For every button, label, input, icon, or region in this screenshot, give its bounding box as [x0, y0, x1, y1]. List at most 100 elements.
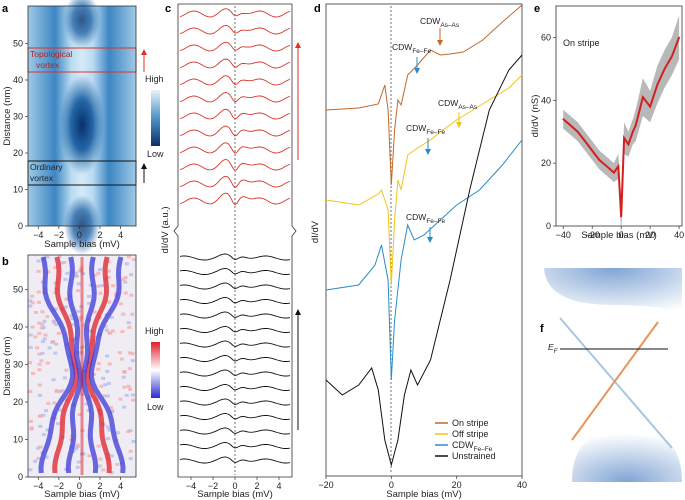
ordinary-trace: [179, 355, 291, 362]
panel-b-speckle: [110, 410, 115, 414]
panel-c-x-tick-label: −2: [208, 481, 218, 491]
panel-b-speckle: [33, 310, 38, 314]
panel-d-x-tick-label: 0: [389, 480, 394, 490]
legend-label: On stripe: [452, 418, 489, 428]
topological-trace: [179, 8, 291, 18]
panel-b-speckle: [95, 284, 100, 288]
panel-b-speckle: [56, 422, 61, 426]
panel-b-cbar-high: High: [145, 326, 164, 336]
topological-trace: [179, 108, 291, 120]
panel-b-speckle: [28, 299, 33, 303]
panel-b-speckle: [106, 425, 111, 429]
panel-e-point: [671, 55, 673, 58]
panel-b-speckle: [37, 362, 42, 366]
ordinary-trace: [179, 369, 291, 377]
panel-b-y-tick-label: 50: [13, 285, 23, 295]
panel-b-speckle: [87, 301, 92, 305]
panel-a-ord-label-1: Ordinary: [30, 162, 63, 172]
topological-trace: [179, 125, 291, 137]
panel-b-speckle: [45, 315, 50, 319]
panel-b-speckle: [41, 325, 46, 329]
panel-b-y-tick-label: 30: [13, 360, 23, 370]
panel-b-speckle: [63, 277, 68, 281]
cdw-asas-2-main: CDW: [438, 98, 458, 108]
panel-b-band: [88, 256, 126, 474]
panel-d-label: d: [314, 3, 321, 15]
panel-b-speckle: [129, 273, 134, 277]
panel-b-speckle: [70, 323, 75, 327]
cdw-fefe-3-main: CDW: [406, 212, 426, 222]
panel-e-x-tick-label: 40: [674, 230, 684, 240]
panel-e-frame: [555, 5, 683, 227]
panel-d-frame: [325, 3, 523, 477]
panel-b-speckle: [123, 291, 128, 295]
panel-b-speckle: [126, 429, 131, 433]
panel-e-point: [605, 165, 608, 168]
panel-b-speckle: [28, 361, 33, 365]
panel-b-speckle: [107, 331, 112, 335]
panel-b-speckle: [96, 362, 101, 366]
panel-b-speckle: [98, 457, 103, 461]
panel-e-mean-line: [562, 37, 681, 217]
panel-b-speckle: [39, 359, 44, 363]
panel-b-speckle: [86, 408, 91, 412]
panel-c-frame: [173, 3, 297, 478]
panel-d-x-tick-label: −20: [318, 480, 333, 490]
panel-b-cbar-low: Low: [147, 402, 164, 412]
panel-b-x-tick-label: −4: [33, 481, 43, 491]
panel-f: f EF: [540, 268, 682, 482]
panel-b-speckle: [29, 427, 34, 431]
topological-trace: [179, 24, 291, 35]
panel-b-speckle: [78, 269, 83, 273]
panel-b-speckle: [30, 325, 35, 329]
panel-b-speckle: [36, 269, 41, 273]
panel-b-speckle: [131, 258, 136, 262]
panel-b-xticks: −4 −2 0 2 4: [33, 477, 123, 491]
panel-b-speckle: [103, 383, 108, 387]
panel-a-y-tick-label: 40: [13, 75, 23, 85]
panel-a-vortex-core: [60, 75, 104, 175]
panel-b-speckle: [36, 290, 41, 294]
panel-b-speckle: [131, 398, 136, 402]
panel-f-band-orange: [571, 321, 659, 441]
panel-b-speckle: [45, 255, 50, 259]
cdw-asas-1: CDWAs–As: [420, 16, 460, 29]
panel-d: d CDWAs–As CDWFe–Fe CDWAs–As CDWFe–Fe CD…: [310, 3, 527, 500]
panel-e-x-tick-label: −20: [585, 230, 600, 240]
panel-e-y-tick-label: 40: [541, 95, 551, 105]
panel-b-speckle: [42, 319, 47, 323]
panel-e-point: [634, 124, 637, 127]
panel-b-speckle: [28, 333, 33, 337]
panel-a-ord-arrowhead: [141, 163, 147, 169]
legend-label: Unstrained: [452, 451, 496, 461]
panel-b-band: [52, 256, 80, 474]
panel-b-speckle: [36, 300, 41, 304]
panel-c-xticks: −4 −2 0 2 4: [186, 477, 282, 491]
panel-a-y-tick-label: 50: [13, 39, 23, 49]
panel-b-speckle: [121, 277, 126, 281]
panel-b-speckle: [124, 262, 129, 266]
panel-e: e On stripe −40 −20 0 20 40 0 20 40 60 Sample b…: [530, 3, 684, 241]
ordinary-trace: [179, 398, 291, 406]
panel-b-speckle: [121, 375, 126, 379]
panel-b-speckle: [110, 329, 115, 333]
panel-b-speckle: [122, 370, 127, 374]
panel-b-speckle: [88, 394, 93, 398]
panel-b-speckle: [96, 367, 101, 371]
panel-b-speckle: [128, 429, 133, 433]
panel-b-y-tick-label: 40: [13, 322, 23, 332]
panel-b-speckle: [119, 357, 124, 361]
panel-b-speckle: [106, 437, 111, 441]
cdw-asas-1-sub: As–As: [440, 22, 460, 29]
panel-b-speckle: [35, 346, 40, 350]
panel-b-speckle: [97, 464, 102, 468]
panel-d-x-tick-label: 20: [452, 480, 462, 490]
panel-b-speckle: [130, 359, 135, 363]
cdw-fefe-1-arrowhead: [414, 68, 420, 74]
panel-b-speckle: [40, 310, 45, 314]
panel-b-frame: [27, 254, 137, 478]
panel-c-traces: [179, 8, 291, 464]
panel-e-y-tick-label: 0: [546, 221, 551, 231]
panel-b-speckle: [36, 259, 41, 263]
panel-b-speckle: [109, 454, 114, 458]
